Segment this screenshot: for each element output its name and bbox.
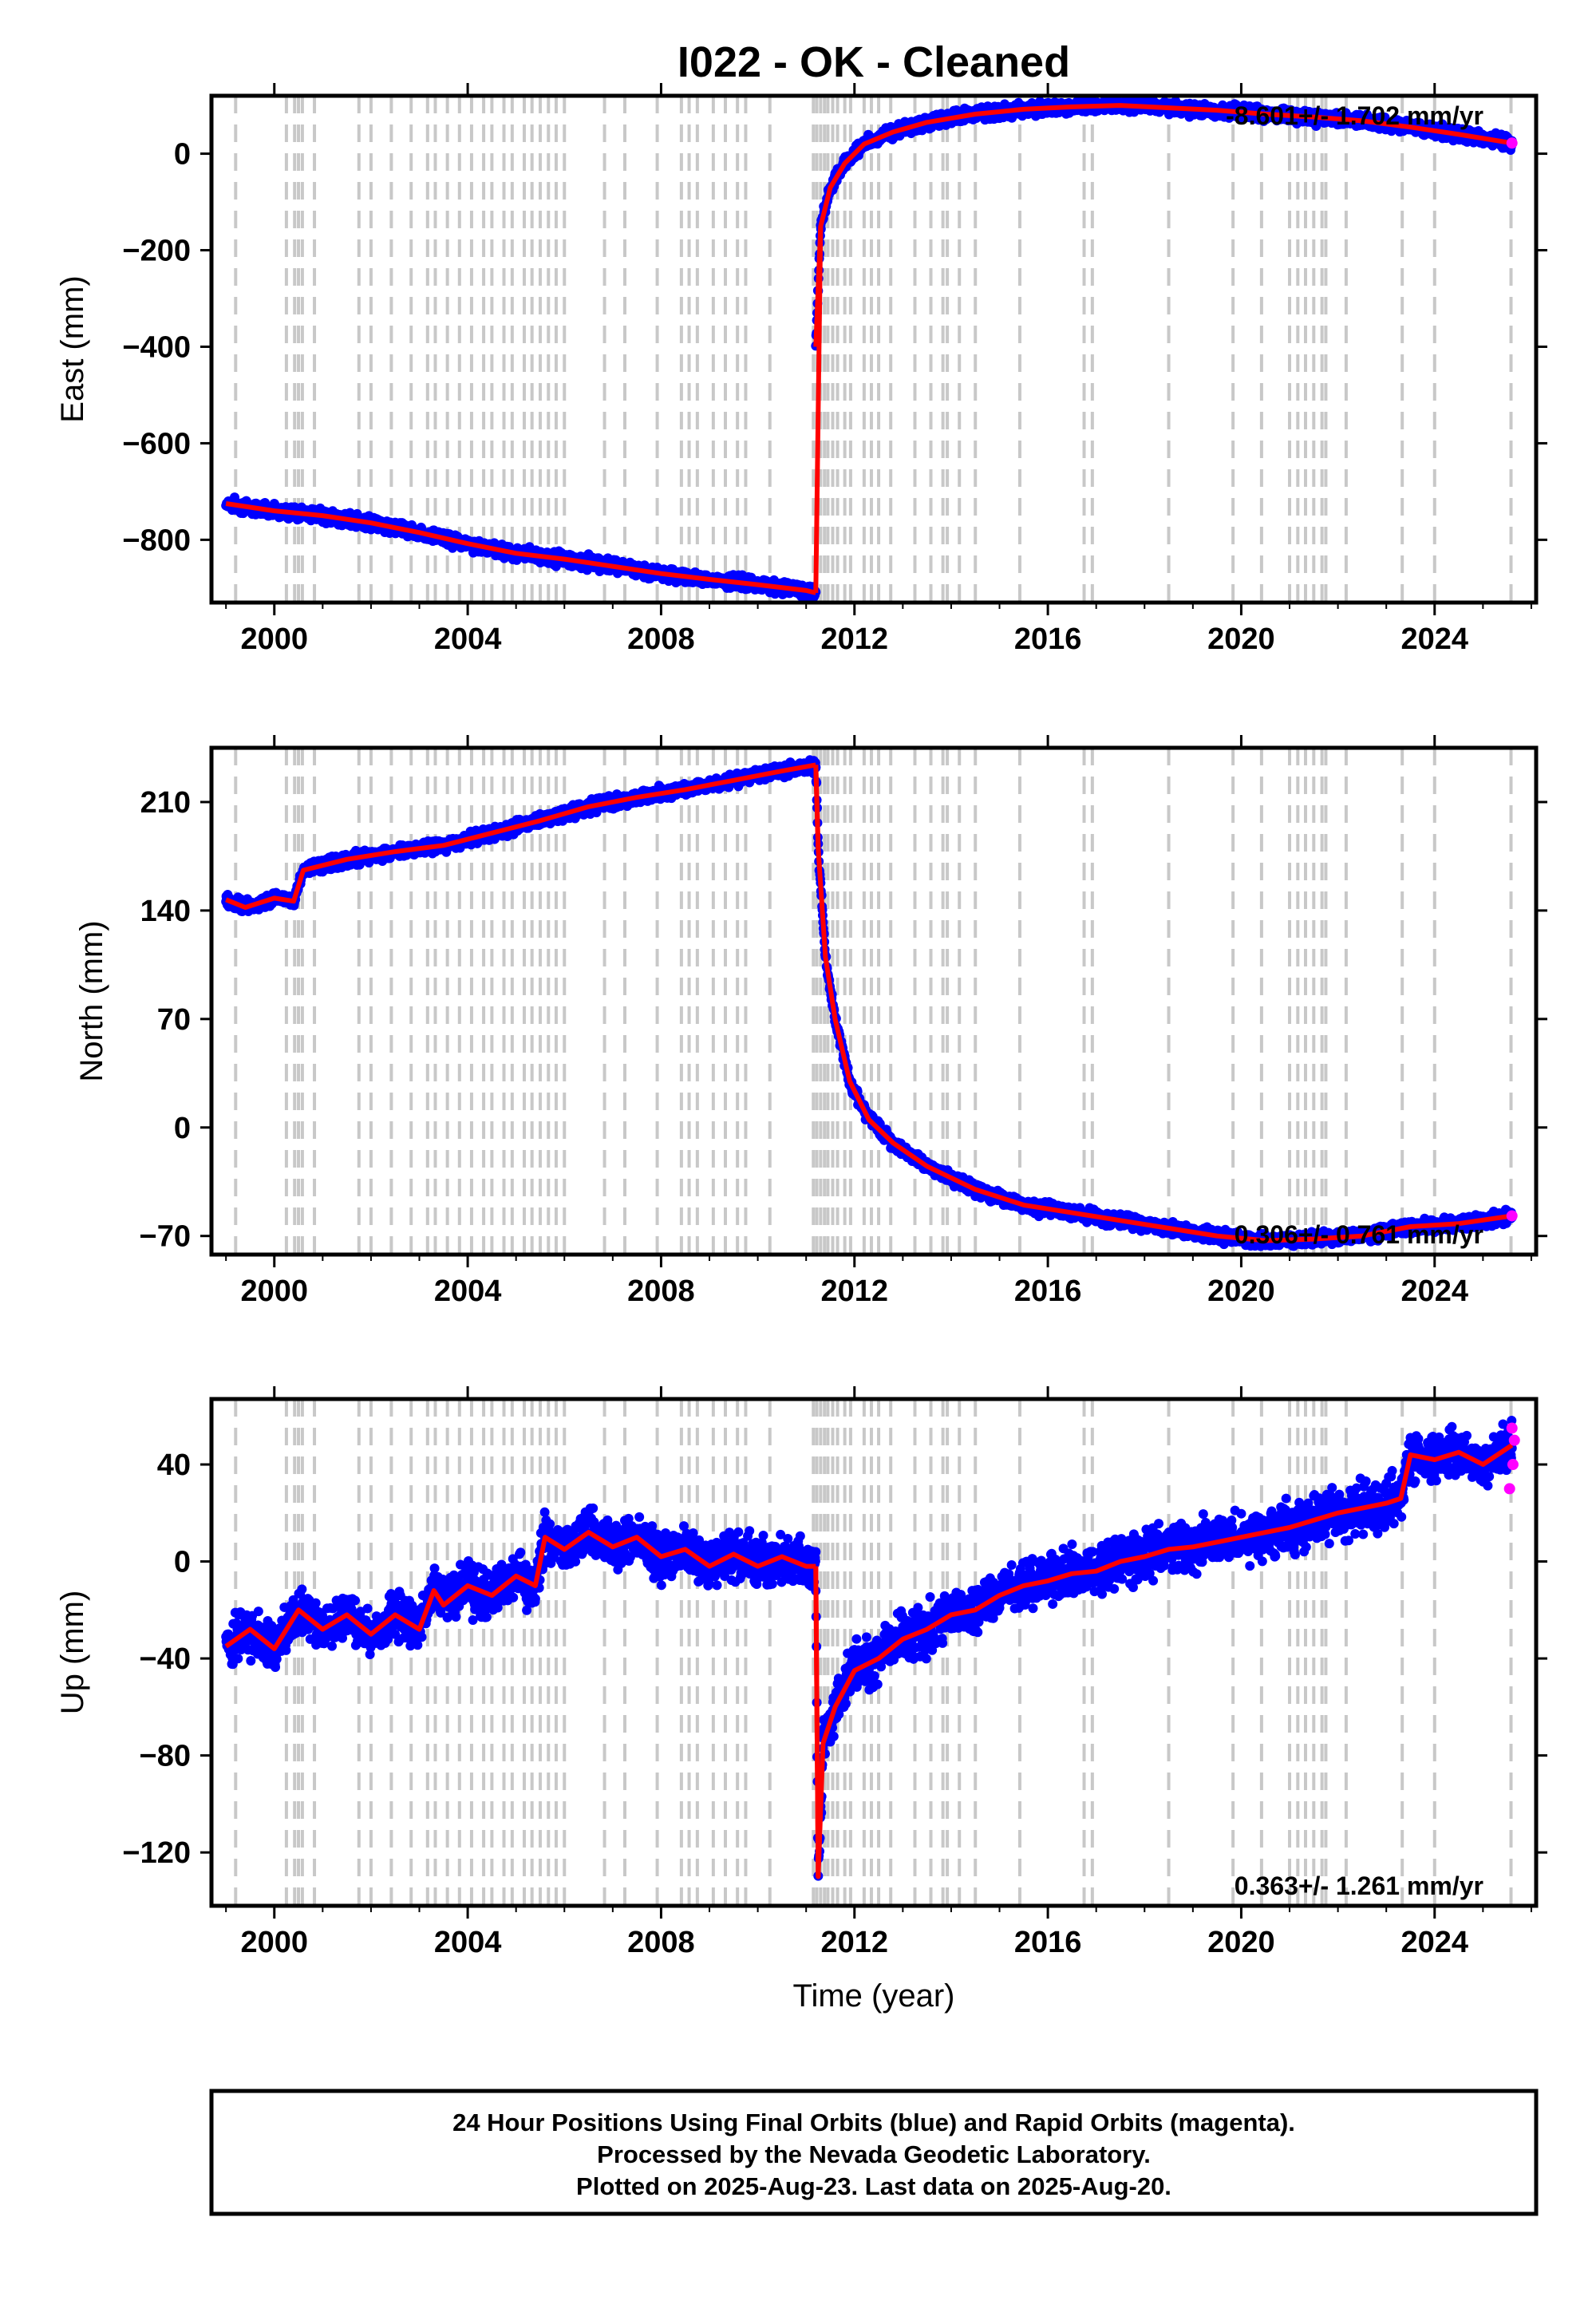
east-x-tick-label: 2016 [1014, 622, 1082, 656]
east-panel: −800 −600 −400 −200 0 2000 2004 2008 2012 2016 202… [55, 83, 1547, 656]
east-model-line [225, 501, 817, 595]
east-x-tick-label: 2024 [1401, 622, 1469, 656]
east-rapid-point [1506, 137, 1518, 149]
east-plot-area [221, 96, 1518, 603]
east-final-orbit-points [221, 492, 821, 603]
east-coseismic-jump [813, 226, 824, 593]
east-rate-label: -8.601+/- 1.702 mm/yr [1226, 101, 1483, 130]
east-x-tick-label: 2012 [820, 622, 888, 656]
east-y-tick-label: −600 [122, 427, 191, 460]
east-model-line [813, 103, 1513, 347]
east-y-tick-label: 0 [174, 138, 191, 172]
east-y-tick-label: −200 [122, 235, 191, 268]
north-plot-area [221, 748, 1518, 1255]
east-x-tick-label: 2000 [240, 622, 308, 656]
east-x-tick-label: 2008 [627, 622, 695, 656]
east-frame [209, 93, 1539, 605]
east-final-orbit-points [811, 96, 1517, 351]
east-y-axis-label: East (mm) [55, 275, 90, 422]
chart-title: I022 - OK - Cleaned [678, 38, 1070, 86]
east-x-tick-label: 2004 [434, 622, 502, 656]
east-x-tick-label: 2020 [1207, 622, 1275, 656]
east-y-tick-label: −800 [122, 524, 191, 557]
east-y-tick-label: −400 [122, 330, 191, 364]
